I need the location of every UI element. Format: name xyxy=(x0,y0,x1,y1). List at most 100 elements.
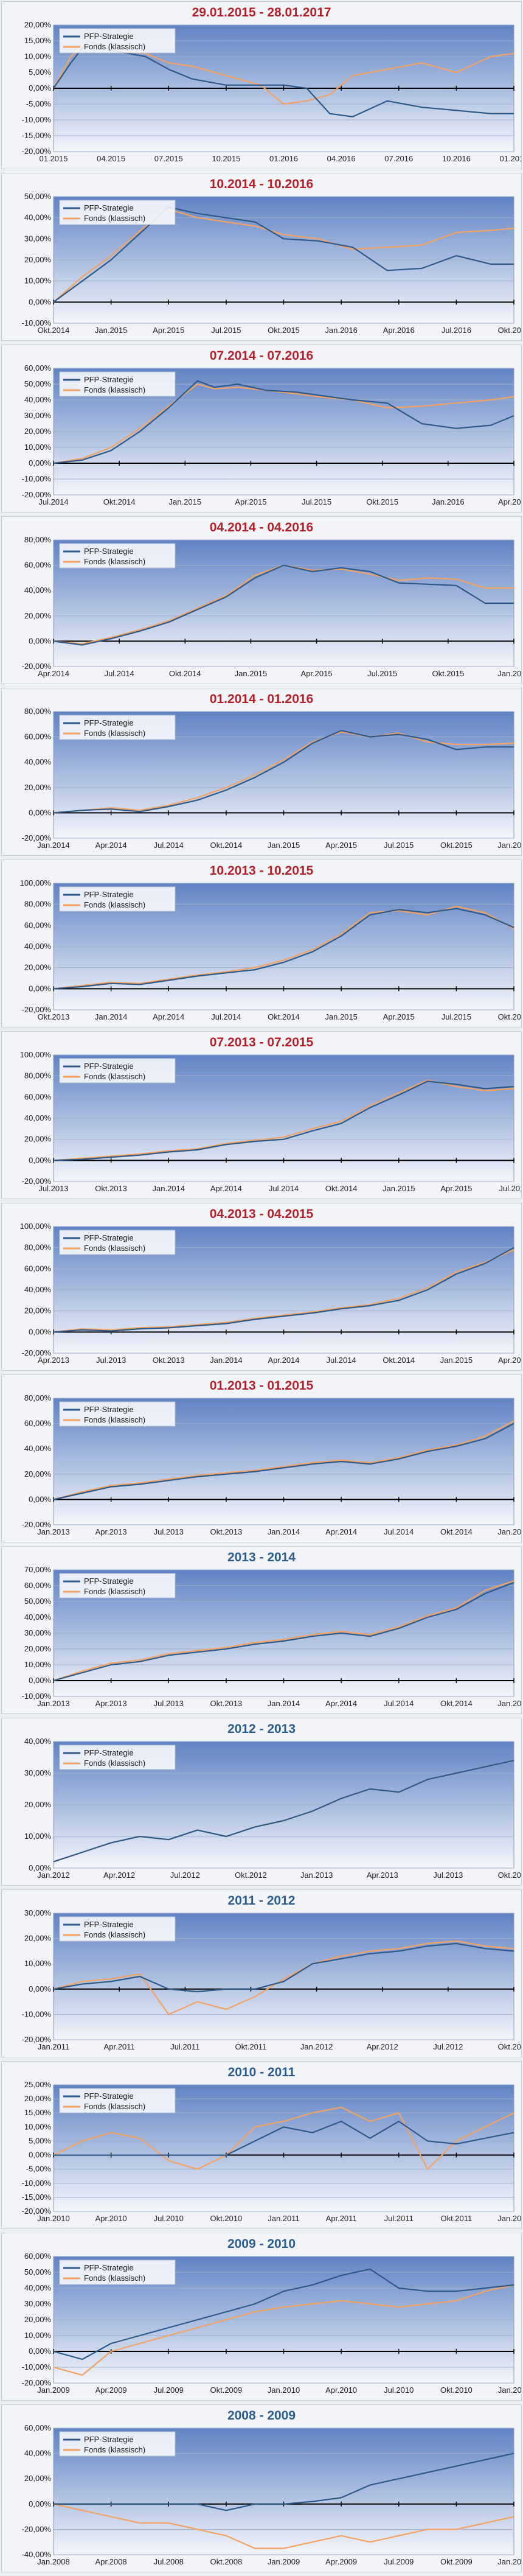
legend-box xyxy=(59,2088,176,2113)
y-tick-label: 20,00% xyxy=(24,2094,52,2103)
x-tick-label: Jan.2010 xyxy=(268,2385,300,2395)
x-tick-label: Jul.2014 xyxy=(105,669,134,678)
x-tick-label: Jan.2014 xyxy=(268,1527,300,1536)
y-tick-label: 30,00% xyxy=(24,234,52,243)
x-tick-label: Apr.2014 xyxy=(325,1527,357,1536)
x-tick-label: Okt.2016 xyxy=(498,326,521,335)
legend-label: PFP-Strategie xyxy=(84,1062,134,1071)
x-tick-label: Okt.2013 xyxy=(498,1871,521,1880)
x-tick-label: 07.2016 xyxy=(384,154,413,163)
y-tick-label: 10,00% xyxy=(24,1832,52,1841)
x-tick-label: Jul.2010 xyxy=(154,2214,184,2223)
x-tick-label: Jul.2009 xyxy=(384,2557,414,2566)
legend-label: PFP-Strategie xyxy=(84,890,134,899)
x-tick-label: Apr.2011 xyxy=(104,2042,135,2051)
x-tick-label: Okt.2013 xyxy=(95,1184,127,1193)
x-tick-label: Jan.2011 xyxy=(38,2042,70,2051)
y-tick-label: 60,00% xyxy=(24,1419,52,1428)
y-tick-label: -20,00% xyxy=(22,1348,52,1357)
x-tick-label: Apr.2009 xyxy=(95,2385,127,2395)
y-tick-label: 5,00% xyxy=(29,2136,51,2145)
x-tick-label: Apr.2014 xyxy=(210,1184,242,1193)
series-line-strategy xyxy=(53,1423,514,1500)
legend-box xyxy=(59,28,176,54)
y-tick-label: -10,00% xyxy=(22,1692,52,1701)
y-tick-label: 60,00% xyxy=(24,1581,52,1590)
x-tick-label: Jul.2014 xyxy=(211,1012,241,1021)
chart-panel: 07.2013 - 07.2015 -20,00% 0,00% 20,00% 40,00… xyxy=(1,1031,522,1199)
y-tick-label: 40,00% xyxy=(24,1285,52,1294)
chart-panel: 10.2014 - 10.2016 -10,00% 0,00% 10,00% 20,00… xyxy=(1,173,522,341)
x-tick-label: Okt.2015 xyxy=(366,497,398,506)
y-tick-label: 0,00% xyxy=(29,636,51,645)
y-tick-label: -20,00% xyxy=(22,1177,52,1186)
legend-label: PFP-Strategie xyxy=(84,547,134,556)
x-tick-label: Apr.2013 xyxy=(367,1871,398,1880)
x-tick-label: Okt.2014 xyxy=(440,1527,473,1536)
y-tick-label: 0,00% xyxy=(29,458,51,467)
series-line-strategy xyxy=(53,730,514,814)
legend-label: Fonds (klassisch) xyxy=(84,1244,145,1253)
y-tick-label: -10,00% xyxy=(22,115,52,124)
x-tick-label: Apr.2014 xyxy=(268,1356,299,1365)
y-tick-label: 5,00% xyxy=(29,68,51,77)
y-tick-label: 40,00% xyxy=(24,942,52,951)
x-tick-label: Jan.2012 xyxy=(497,2214,521,2223)
y-tick-label: 40,00% xyxy=(24,1113,52,1122)
chart-title: 07.2014 - 07.2016 xyxy=(209,349,314,363)
y-tick-label: -15,00% xyxy=(22,131,52,140)
x-tick-label: Jan.2014 xyxy=(153,1184,185,1193)
legend-label: PFP-Strategie xyxy=(84,1405,134,1414)
x-tick-label: 07.2015 xyxy=(154,154,183,163)
series-line-strategy xyxy=(54,2452,514,2511)
y-tick-label: -20,00% xyxy=(22,1005,52,1014)
x-tick-label: Apr.2014 xyxy=(325,1699,357,1708)
x-tick-label: Jan.2014 xyxy=(268,1699,300,1708)
chart-title: 04.2013 - 04.2015 xyxy=(209,1207,314,1221)
legend-label: Fonds (klassisch) xyxy=(84,1930,145,1939)
line-chart: -20,00% 0,00% 20,00% 40,00% 60,00% 80,00% Jan.… xyxy=(22,707,521,850)
series-line-strategy xyxy=(53,908,514,990)
x-tick-label: Okt.2013 xyxy=(38,1012,70,1021)
x-tick-label: Okt.2012 xyxy=(498,2042,521,2051)
legend-label: Fonds (klassisch) xyxy=(84,1587,145,1596)
x-tick-label: Apr.2015 xyxy=(153,326,184,335)
legend-label: PFP-Strategie xyxy=(84,32,134,41)
y-tick-label: 60,00% xyxy=(24,1264,52,1273)
x-tick-label: Apr.2015 xyxy=(301,669,333,678)
x-tick-label: Apr.2014 xyxy=(38,669,69,678)
x-tick-label: Okt.2011 xyxy=(440,2214,472,2223)
line-chart: -10,00% 0,00% 10,00% 20,00% 30,00% 40,00% 50,0… xyxy=(22,192,521,335)
y-tick-label: -10,00% xyxy=(22,318,52,327)
chart-panel: 04.2013 - 04.2015 -20,00% 0,00% 20,00% 40,00… xyxy=(1,1203,522,1371)
y-tick-label: 80,00% xyxy=(24,1393,52,1402)
x-tick-label: Jul.2013 xyxy=(433,1871,463,1880)
line-chart: -20,00% -10,00% 0,00% 10,00% 20,00% 30,00% 40,… xyxy=(22,363,521,506)
x-tick-label: Jan.2012 xyxy=(37,1871,70,1880)
x-tick-label: Okt.2014 xyxy=(383,1356,415,1365)
y-tick-label: 80,00% xyxy=(24,1071,52,1080)
chart-panel: 2013 - 2014 -10,00% 0,00% 10,00% 20,00% 30,00… xyxy=(1,1546,522,1714)
chart-title: 2013 - 2014 xyxy=(227,1550,296,1564)
legend-box xyxy=(59,1916,176,1942)
legend-label: Fonds (klassisch) xyxy=(84,900,145,909)
chart-panel: 29.01.2015 - 28.01.2017 -20,00% -15,00% -10… xyxy=(1,1,522,169)
y-tick-label: -20,00% xyxy=(22,662,52,671)
x-tick-label: Okt.2014 xyxy=(103,497,136,506)
chart-title: 2012 - 2013 xyxy=(227,1722,296,1736)
legend-label: PFP-Strategie xyxy=(84,203,134,212)
x-tick-label: Apr.2013 xyxy=(38,1356,69,1365)
line-chart: -20,00% 0,00% 20,00% 40,00% 60,00% 80,00% 100,… xyxy=(20,878,521,1021)
x-tick-label: Okt.2008 xyxy=(210,2557,242,2566)
x-tick-label: Jan.2014 xyxy=(210,1356,243,1365)
y-tick-label: -20,00% xyxy=(22,833,52,842)
legend-label: Fonds (klassisch) xyxy=(84,1415,145,1424)
y-tick-label: 40,00% xyxy=(24,586,52,595)
legend-box xyxy=(59,886,176,912)
